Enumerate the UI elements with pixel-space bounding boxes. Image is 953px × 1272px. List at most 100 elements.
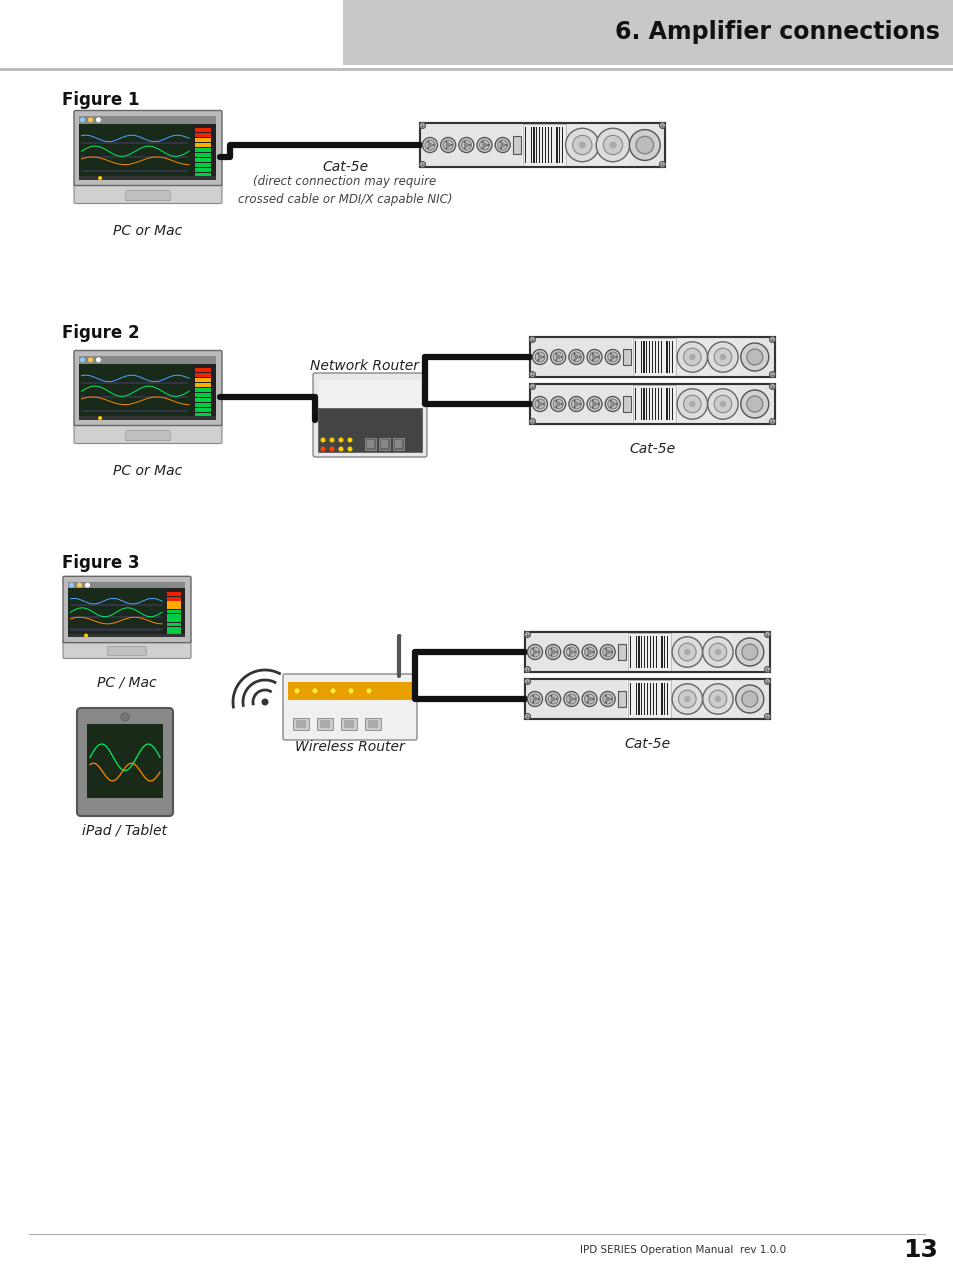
Circle shape — [688, 354, 695, 360]
Circle shape — [524, 714, 530, 720]
Circle shape — [609, 141, 616, 149]
Circle shape — [330, 688, 335, 693]
Bar — [622, 349, 630, 365]
Bar — [69, 581, 185, 637]
Text: Figure 2: Figure 2 — [62, 324, 139, 342]
Bar — [649, 388, 650, 420]
Circle shape — [591, 359, 593, 361]
Circle shape — [535, 352, 544, 363]
Circle shape — [532, 647, 534, 650]
Circle shape — [607, 352, 618, 363]
Circle shape — [609, 399, 611, 402]
Bar — [344, 720, 354, 728]
Bar — [69, 581, 185, 589]
Text: PC or Mac: PC or Mac — [113, 464, 182, 478]
Bar — [547, 127, 548, 163]
Circle shape — [714, 696, 720, 702]
Circle shape — [550, 350, 565, 365]
Circle shape — [84, 633, 88, 637]
Circle shape — [604, 654, 606, 656]
Bar — [524, 679, 769, 719]
Bar — [524, 679, 769, 719]
Circle shape — [432, 144, 434, 146]
Circle shape — [427, 142, 432, 148]
Bar — [627, 633, 670, 672]
Bar — [522, 123, 565, 167]
Bar — [677, 385, 738, 424]
Circle shape — [532, 697, 537, 701]
Circle shape — [586, 697, 592, 701]
Bar — [652, 341, 653, 373]
Bar — [733, 633, 768, 672]
Circle shape — [707, 389, 738, 420]
Circle shape — [735, 686, 763, 714]
Bar — [658, 341, 659, 373]
Circle shape — [419, 122, 425, 128]
Bar — [671, 633, 733, 672]
Bar — [618, 644, 625, 660]
Circle shape — [592, 355, 597, 360]
Bar — [658, 388, 659, 420]
Bar — [194, 163, 211, 168]
Bar — [550, 127, 551, 163]
Circle shape — [746, 349, 762, 365]
Bar — [164, 589, 185, 636]
Bar — [126, 183, 170, 186]
Bar — [660, 341, 661, 373]
Circle shape — [702, 684, 732, 714]
Bar — [194, 168, 211, 173]
Bar — [538, 127, 539, 163]
Circle shape — [329, 438, 335, 443]
Circle shape — [553, 399, 562, 410]
Bar — [194, 173, 211, 177]
Circle shape — [714, 396, 731, 413]
Circle shape — [607, 399, 618, 410]
Bar — [513, 136, 520, 154]
Bar — [79, 123, 192, 178]
Bar — [738, 385, 773, 424]
Circle shape — [524, 678, 530, 684]
Circle shape — [574, 355, 578, 360]
Circle shape — [615, 403, 617, 404]
Circle shape — [555, 406, 557, 408]
Circle shape — [69, 583, 74, 588]
Circle shape — [555, 698, 558, 700]
Bar — [167, 622, 181, 626]
Circle shape — [424, 140, 435, 150]
Bar — [566, 123, 628, 167]
FancyBboxPatch shape — [74, 182, 222, 204]
Bar — [343, 0, 953, 65]
Circle shape — [719, 401, 725, 407]
Circle shape — [719, 354, 725, 360]
Circle shape — [313, 688, 317, 693]
Circle shape — [532, 350, 547, 365]
Circle shape — [568, 654, 570, 656]
Bar — [378, 438, 390, 450]
Circle shape — [320, 438, 325, 443]
Bar — [419, 123, 664, 167]
Bar — [81, 396, 188, 398]
Bar — [525, 633, 626, 672]
Circle shape — [80, 117, 85, 122]
Bar — [194, 153, 211, 158]
Circle shape — [604, 701, 606, 703]
Bar — [618, 691, 625, 707]
Circle shape — [550, 647, 552, 650]
Bar — [194, 132, 211, 137]
Circle shape — [487, 144, 489, 146]
Circle shape — [529, 418, 535, 425]
Circle shape — [610, 698, 612, 700]
Text: 13: 13 — [902, 1238, 937, 1262]
Circle shape — [609, 406, 612, 408]
Circle shape — [479, 140, 489, 150]
Circle shape — [499, 142, 505, 148]
Circle shape — [707, 342, 738, 373]
Bar — [167, 593, 181, 597]
Circle shape — [98, 176, 102, 181]
Bar — [638, 683, 639, 715]
Bar — [628, 123, 663, 167]
Circle shape — [532, 695, 534, 697]
Bar — [655, 683, 657, 715]
Bar — [192, 364, 216, 418]
Bar — [194, 408, 211, 412]
